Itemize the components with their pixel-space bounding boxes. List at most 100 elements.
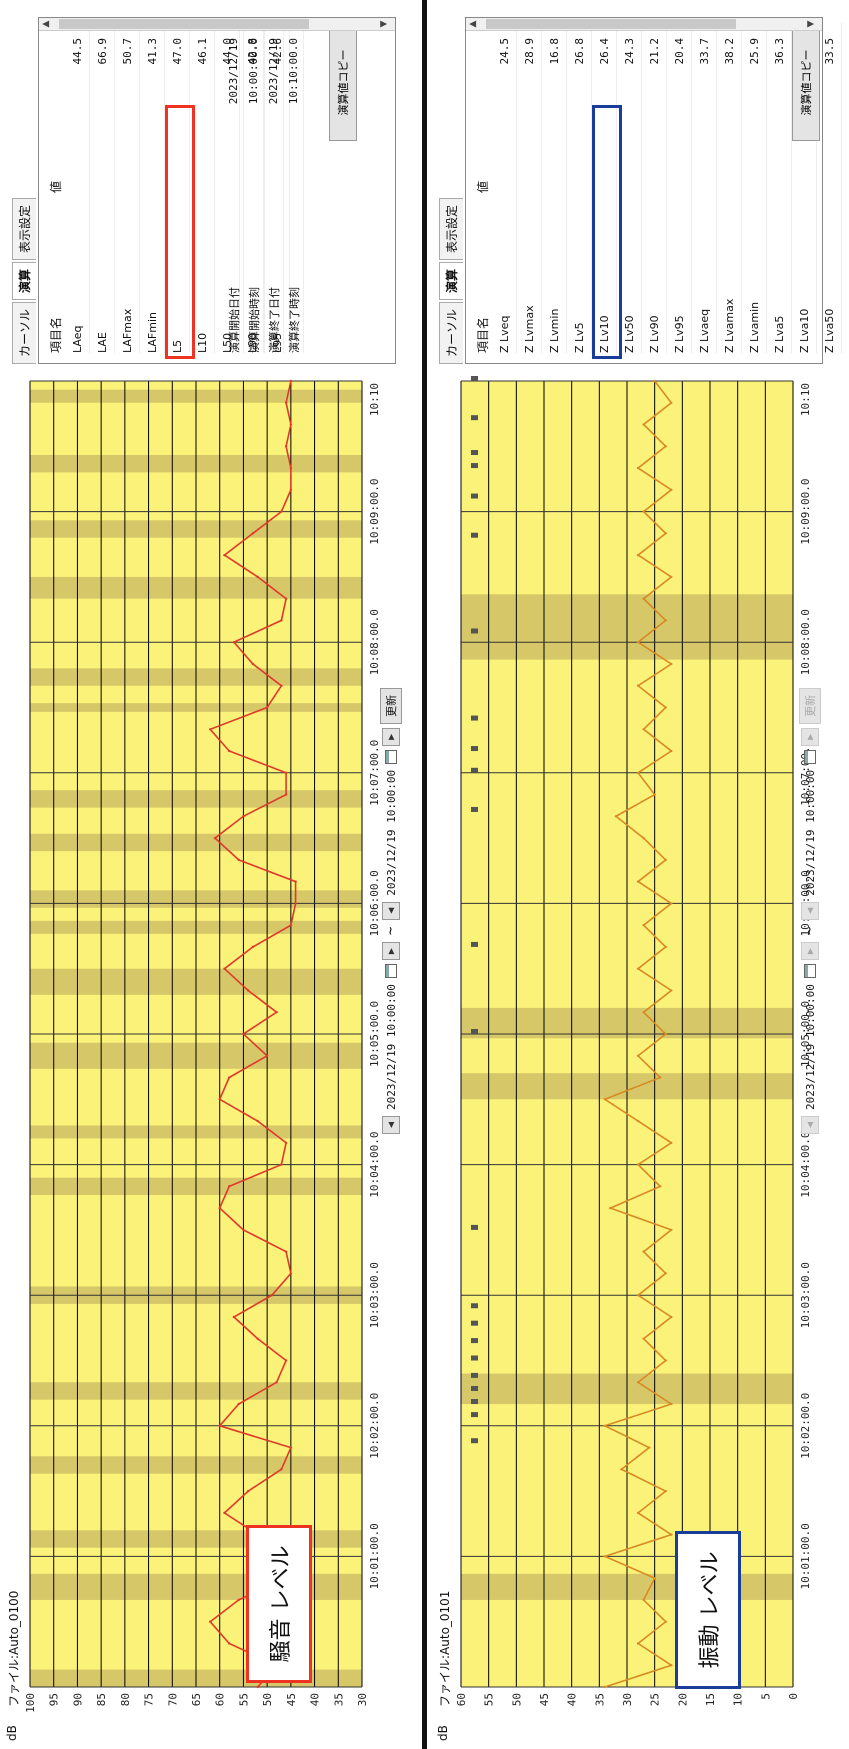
y-tick-label: 65 bbox=[190, 1693, 203, 1706]
tab-display-settings[interactable]: 表示設定 bbox=[12, 197, 36, 260]
data-point bbox=[256, 1337, 259, 1340]
data-point bbox=[664, 619, 667, 622]
scroll-down-icon[interactable]: ▼ bbox=[806, 20, 816, 28]
event-marker bbox=[471, 1412, 478, 1418]
noise-range-prev-button[interactable]: ◀ bbox=[382, 1116, 400, 1134]
noise-range-end[interactable]: 2023/12/19 10:00:00 bbox=[384, 769, 398, 896]
scroll-up-icon[interactable]: ▲ bbox=[468, 20, 478, 28]
data-point bbox=[670, 902, 673, 905]
calc-row[interactable]: Z Lvmax 28.9 bbox=[517, 23, 542, 353]
y-tick-label: 25 bbox=[649, 1693, 662, 1706]
tab-calc[interactable]: 演算 bbox=[439, 261, 463, 300]
noise-scrollbar[interactable]: ▲ ▼ bbox=[39, 18, 395, 31]
noise-range-next-button[interactable]: ▶ bbox=[382, 727, 400, 746]
y-tick-label: 90 bbox=[71, 1693, 84, 1706]
event-marker bbox=[471, 1399, 478, 1405]
vibration-range-next-button[interactable]: ▶ bbox=[801, 727, 819, 746]
noise-range-end-prev-button[interactable]: ◀ bbox=[382, 901, 400, 920]
data-point bbox=[642, 836, 645, 840]
vibration-copy-button[interactable]: 演算値コピー bbox=[792, 24, 820, 141]
calendar-icon[interactable] bbox=[385, 964, 397, 979]
calc-row[interactable]: L10 46.1 bbox=[190, 23, 215, 353]
calc-row[interactable]: Z Lvmin 16.8 bbox=[542, 23, 567, 353]
x-tick-label: 10:01:00.0 bbox=[368, 1523, 381, 1589]
calc-row[interactable]: LAFmax 50.7 bbox=[115, 23, 140, 353]
data-point bbox=[636, 1054, 640, 1057]
data-point bbox=[275, 1381, 278, 1384]
data-point bbox=[284, 793, 288, 796]
data-point bbox=[670, 1141, 673, 1145]
calc-meta-value: 2023/12/19 bbox=[267, 38, 280, 105]
vibration-range-prev-button[interactable]: ◀ bbox=[801, 1116, 819, 1134]
tab-cursor[interactable]: カーソル bbox=[12, 301, 36, 364]
data-point bbox=[670, 1315, 673, 1319]
tab-calc[interactable]: 演算 bbox=[12, 261, 36, 300]
data-point bbox=[670, 1402, 673, 1406]
calc-row[interactable]: Z Lva5 36.3 bbox=[767, 23, 792, 353]
calc-row[interactable]: LAeq 44.5 bbox=[65, 23, 90, 353]
calc-row[interactable]: Z Lv90 21.2 bbox=[642, 23, 667, 353]
y-tick-label: 30 bbox=[356, 1693, 369, 1706]
calc-row[interactable]: LAE 66.9 bbox=[90, 23, 115, 353]
vibration-update-button[interactable]: 更新 bbox=[799, 687, 821, 724]
x-tick-label: 10:04:00.0 bbox=[799, 1131, 812, 1197]
calc-row[interactable]: Z Lvamax 38.2 bbox=[717, 23, 742, 353]
event-marker bbox=[471, 1224, 478, 1230]
calendar-icon[interactable] bbox=[385, 749, 397, 764]
vibration-scroll-thumb[interactable] bbox=[486, 19, 736, 29]
calc-row[interactable]: LAFmin 41.3 bbox=[140, 23, 165, 353]
data-point bbox=[218, 1206, 221, 1210]
data-point bbox=[242, 815, 245, 818]
vibration-range-start[interactable]: 2023/12/19 10:00:00 bbox=[803, 984, 817, 1110]
calc-row[interactable]: Z Lva50 33.5 bbox=[817, 23, 842, 353]
calc-row[interactable]: Z Lv50 24.3 bbox=[617, 23, 642, 353]
calc-row[interactable]: Z Lvamin 25.9 bbox=[742, 23, 767, 353]
data-point bbox=[642, 1598, 645, 1602]
noise-copy-button[interactable]: 演算値コピー bbox=[329, 24, 357, 141]
calc-row-value: 38.2 bbox=[722, 38, 736, 65]
scroll-down-icon[interactable]: ▼ bbox=[379, 20, 389, 28]
data-point bbox=[280, 619, 283, 622]
noise-scroll-thumb[interactable] bbox=[59, 19, 309, 29]
calc-row[interactable]: Z Lvaeq 33.7 bbox=[692, 23, 717, 353]
tab-cursor[interactable]: カーソル bbox=[439, 301, 463, 364]
data-point bbox=[280, 1468, 283, 1471]
event-marker bbox=[471, 1372, 478, 1378]
vibration-range-end[interactable]: 2023/12/19 10:00:00 bbox=[803, 769, 817, 896]
noise-range-start-next-button[interactable]: ▶ bbox=[382, 942, 400, 961]
calendar-icon[interactable] bbox=[804, 964, 816, 979]
noise-range-start[interactable]: 2023/12/19 10:00:00 bbox=[384, 984, 398, 1110]
calc-row[interactable]: Z Lv5 26.8 bbox=[567, 23, 592, 353]
vibration-range-end-prev-button[interactable]: ◀ bbox=[801, 901, 819, 920]
calc-row[interactable]: Z Lv10 26.4 bbox=[592, 23, 617, 353]
noise-update-button[interactable]: 更新 bbox=[380, 687, 402, 724]
data-point bbox=[218, 1098, 221, 1101]
data-point bbox=[223, 967, 226, 970]
data-point bbox=[664, 532, 667, 535]
calc-row-name: Z Lvmax bbox=[522, 305, 536, 353]
data-point bbox=[636, 967, 640, 970]
calc-row[interactable]: Z Lveq 24.5 bbox=[492, 23, 517, 353]
y-tick-label: 45 bbox=[538, 1693, 551, 1706]
data-point bbox=[664, 858, 667, 862]
calc-row-name: Z Lv50 bbox=[622, 315, 636, 353]
vibration-tabs: カーソル 演算 表示設定 bbox=[439, 197, 463, 364]
calc-row-value: 44.5 bbox=[70, 38, 84, 65]
calc-meta-row: 演算開始日付 2023/12/19 bbox=[224, 23, 244, 353]
calc-row[interactable]: Z Lv95 20.4 bbox=[667, 23, 692, 353]
y-tick-label: 70 bbox=[166, 1693, 179, 1706]
data-point bbox=[636, 1381, 640, 1384]
vibration-range-start-next-button[interactable]: ▶ bbox=[801, 942, 819, 961]
data-point bbox=[284, 1141, 288, 1145]
calendar-icon[interactable] bbox=[804, 749, 816, 764]
x-tick-label: 10:02:00.0 bbox=[799, 1393, 812, 1459]
x-tick-label: 10:07:00.0 bbox=[368, 740, 381, 806]
data-point bbox=[642, 423, 645, 426]
event-marker bbox=[471, 1355, 478, 1361]
scroll-up-icon[interactable]: ▲ bbox=[41, 20, 51, 28]
data-point bbox=[642, 1250, 645, 1253]
tab-display-settings[interactable]: 表示設定 bbox=[439, 197, 463, 260]
vibration-scrollbar[interactable]: ▲ ▼ bbox=[466, 18, 822, 31]
calc-row[interactable]: L5 47.0 bbox=[165, 23, 190, 353]
x-tick-label: 10:09:00.0 bbox=[799, 478, 812, 544]
